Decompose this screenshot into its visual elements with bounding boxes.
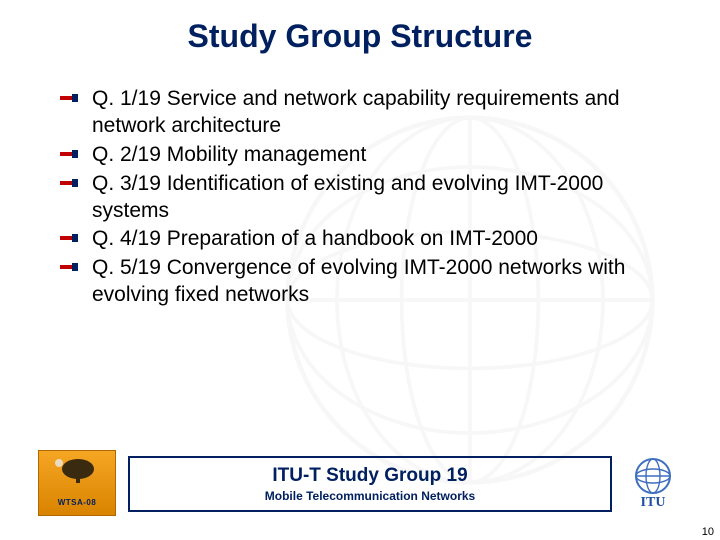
list-item-text: Q. 2/19 Mobility management: [92, 142, 366, 169]
bullet-icon: [60, 149, 84, 159]
slide: Study Group Structure Q. 1/19 Service an…: [0, 0, 720, 540]
itu-logo-icon: ITU: [624, 456, 682, 510]
bullet-icon: [60, 93, 84, 103]
list-item-text: Q. 5/19 Convergence of evolving IMT-2000…: [92, 255, 660, 309]
bullet-icon: [60, 178, 84, 188]
bullet-icon: [60, 233, 84, 243]
list-item-text: Q. 1/19 Service and network capability r…: [92, 86, 660, 140]
list-item-text: Q. 4/19 Preparation of a handbook on IMT…: [92, 226, 538, 253]
footer-subtitle: Mobile Telecommunication Networks: [130, 489, 610, 503]
footer-box: ITU-T Study Group 19 Mobile Telecommunic…: [128, 456, 612, 512]
list-item-text: Q. 3/19 Identification of existing and e…: [92, 171, 660, 225]
footer: WTSA-08 ITU-T Study Group 19 Mobile Tele…: [38, 448, 682, 516]
list-item: Q. 4/19 Preparation of a handbook on IMT…: [60, 226, 660, 253]
bullet-icon: [60, 262, 84, 272]
tree-icon: [49, 457, 107, 485]
svg-text:ITU: ITU: [641, 495, 666, 510]
footer-title: ITU-T Study Group 19: [130, 465, 610, 487]
list-item: Q. 1/19 Service and network capability r…: [60, 86, 660, 140]
list-item: Q. 3/19 Identification of existing and e…: [60, 171, 660, 225]
itu-logo: ITU: [624, 456, 682, 510]
page-title: Study Group Structure: [0, 18, 720, 55]
wtsa-logo: WTSA-08: [38, 450, 116, 516]
list-item: Q. 5/19 Convergence of evolving IMT-2000…: [60, 255, 660, 309]
bullet-list: Q. 1/19 Service and network capability r…: [60, 86, 660, 311]
list-item: Q. 2/19 Mobility management: [60, 142, 660, 169]
page-number: 10: [702, 526, 714, 538]
wtsa-logo-label: WTSA-08: [39, 498, 115, 507]
